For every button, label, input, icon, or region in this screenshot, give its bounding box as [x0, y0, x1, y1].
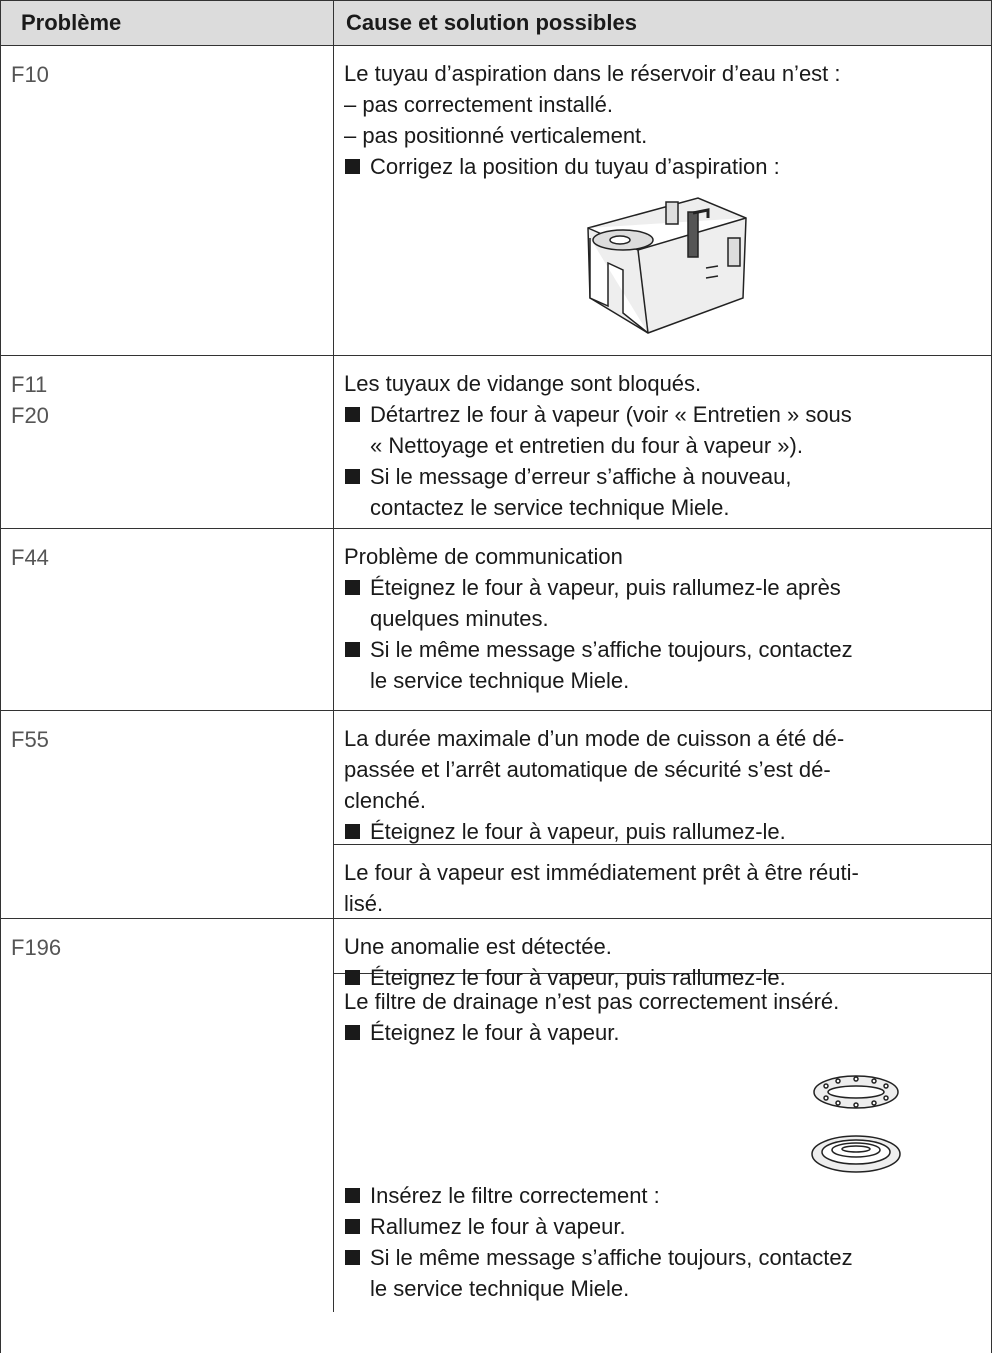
solution-cell: La durée maximale d’un mode de cuisson a…	[334, 711, 991, 918]
paragraph: Problème de communication	[344, 544, 623, 569]
bullet-item: Éteignez le four à vapeur.	[344, 1017, 981, 1048]
bullet-item: Insérez le filtre correctement :	[344, 1180, 981, 1211]
error-code-cell: F44	[1, 529, 334, 710]
table-header: Problème Cause et solution possibles	[1, 0, 991, 46]
bullet-item: Éteignez le four à vapeur, puis rallumez…	[344, 816, 981, 847]
error-code: F11	[11, 372, 48, 397]
error-code-cell: F10	[1, 46, 334, 355]
table-row: F10 Le tuyau d’aspiration dans le réservo…	[1, 46, 991, 356]
bullet-item: Corrigez la position du tuyau d’aspirati…	[344, 151, 981, 182]
table-row: F44 Problème de communication Éteignez le …	[1, 529, 991, 711]
error-code: F196	[11, 935, 62, 960]
header-cell: Problème	[1, 1, 334, 45]
header-cell: Cause et solution possibles	[346, 10, 637, 35]
bullet-item: Si le même message s’affiche toujours, c…	[344, 1242, 981, 1304]
bullet-item: Rallumez le four à vapeur.	[344, 1211, 981, 1242]
solution-section: La durée maximale d’un mode de cuisson a…	[334, 711, 991, 844]
bullet-item: Si le même message s’affiche toujours, c…	[344, 634, 981, 696]
solution-section: Le filtre de drainage n’est pas correcte…	[334, 973, 991, 1312]
error-code-cell: F55	[1, 711, 334, 918]
solution-cell: Une anomalie est détectée. Éteignez le fo…	[334, 919, 991, 1312]
solution-cell: Le tuyau d’aspiration dans le réservoir …	[334, 46, 991, 355]
error-code: F55	[11, 727, 49, 752]
table-row: F196 Une anomalie est détectée. Éteignez l…	[1, 919, 991, 1312]
paragraph: Une anomalie est détectée.	[344, 934, 612, 959]
error-code: F20	[11, 403, 49, 428]
paragraph: Le filtre de drainage n’est pas correcte…	[344, 989, 840, 1014]
bullet-item: Si le message d’erreur s’affiche à nouve…	[344, 461, 981, 523]
paragraph: – pas positionné verticalement.	[344, 123, 648, 148]
solution-cell: Problème de communication Éteignez le fou…	[334, 529, 991, 710]
bullet-item: Éteignez le four à vapeur, puis rallumez…	[344, 572, 981, 634]
error-code: F10	[11, 62, 49, 87]
paragraph: – pas correctement installé.	[344, 92, 614, 117]
table-row: F55 La durée maximale d’un mode de cuisso…	[1, 711, 991, 919]
error-code-cell: F11 F20	[1, 356, 334, 528]
paragraph: La durée maximale d’un mode de cuisson a…	[344, 726, 845, 813]
solution-section: Les tuyaux de vidange sont bloqués. Détar…	[334, 356, 991, 531]
error-code-cell: F196	[1, 919, 334, 1312]
paragraph: Le tuyau d’aspiration dans le réservoir …	[344, 61, 841, 86]
solution-section: Problème de communication Éteignez le fou…	[334, 529, 991, 704]
table-row: F11 F20 Les tuyaux de vidange sont bloqués…	[1, 356, 991, 529]
bullet-item: Détartrez le four à vapeur (voir « Entre…	[344, 399, 981, 461]
solution-section: Une anomalie est détectée. Éteignez le fo…	[334, 919, 991, 990]
solution-section: Le four à vapeur est immédiatement prêt …	[334, 844, 991, 927]
paragraph: Les tuyaux de vidange sont bloqués.	[344, 371, 702, 396]
bullet-item: Éteignez le four à vapeur, puis rallumez…	[344, 962, 981, 993]
water-tank-illustration	[586, 197, 747, 334]
solution-section: Le tuyau d’aspiration dans le réservoir …	[334, 46, 991, 346]
solution-cell: Les tuyaux de vidange sont bloqués. Détar…	[334, 356, 991, 528]
paragraph: Le four à vapeur est immédiatement prêt …	[344, 860, 859, 916]
error-code: F44	[11, 545, 49, 570]
drain-filter-illustration	[811, 1075, 901, 1173]
